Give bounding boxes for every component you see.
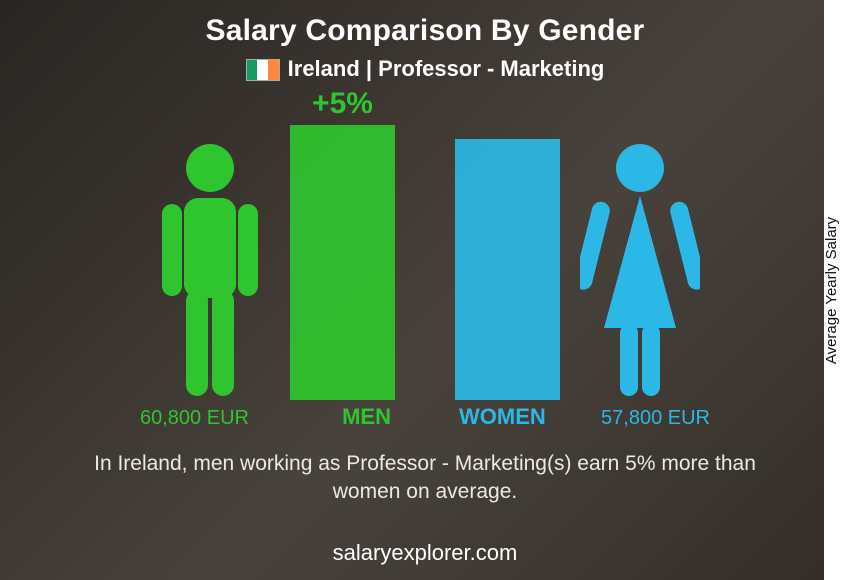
subtitle-sep: | [360,56,378,81]
subtitle-country: Ireland [288,56,360,81]
ireland-flag-icon [246,59,280,81]
page-title: Salary Comparison By Gender [0,14,850,48]
chart-area: +5% MEN WOMEN 60,800 EUR 57,800 EUR [150,100,700,430]
men-label: MEN [290,404,395,430]
flag-stripe-3 [268,60,279,80]
y-axis-label: Average Yearly Salary [820,0,844,580]
women-bar [455,139,560,400]
women-salary: 57,800 EUR [560,407,710,430]
flag-stripe-1 [247,60,258,80]
female-person-icon [580,140,700,400]
men-bar [290,125,395,400]
men-salary: 60,800 EUR [140,407,290,430]
infographic-stage: Salary Comparison By Gender Ireland | Pr… [0,0,850,580]
caption-text: In Ireland, men working as Professor - M… [80,450,770,507]
y-axis-label-text: Average Yearly Salary [824,216,841,363]
footer-source: salaryexplorer.com [0,540,850,566]
women-label: WOMEN [455,404,560,430]
subtitle-job: Professor - Marketing [378,56,604,81]
men-pct-label: +5% [290,87,395,121]
page-subtitle: Ireland | Professor - Marketing [0,56,850,82]
male-person-icon [150,140,270,400]
flag-stripe-2 [257,60,268,80]
